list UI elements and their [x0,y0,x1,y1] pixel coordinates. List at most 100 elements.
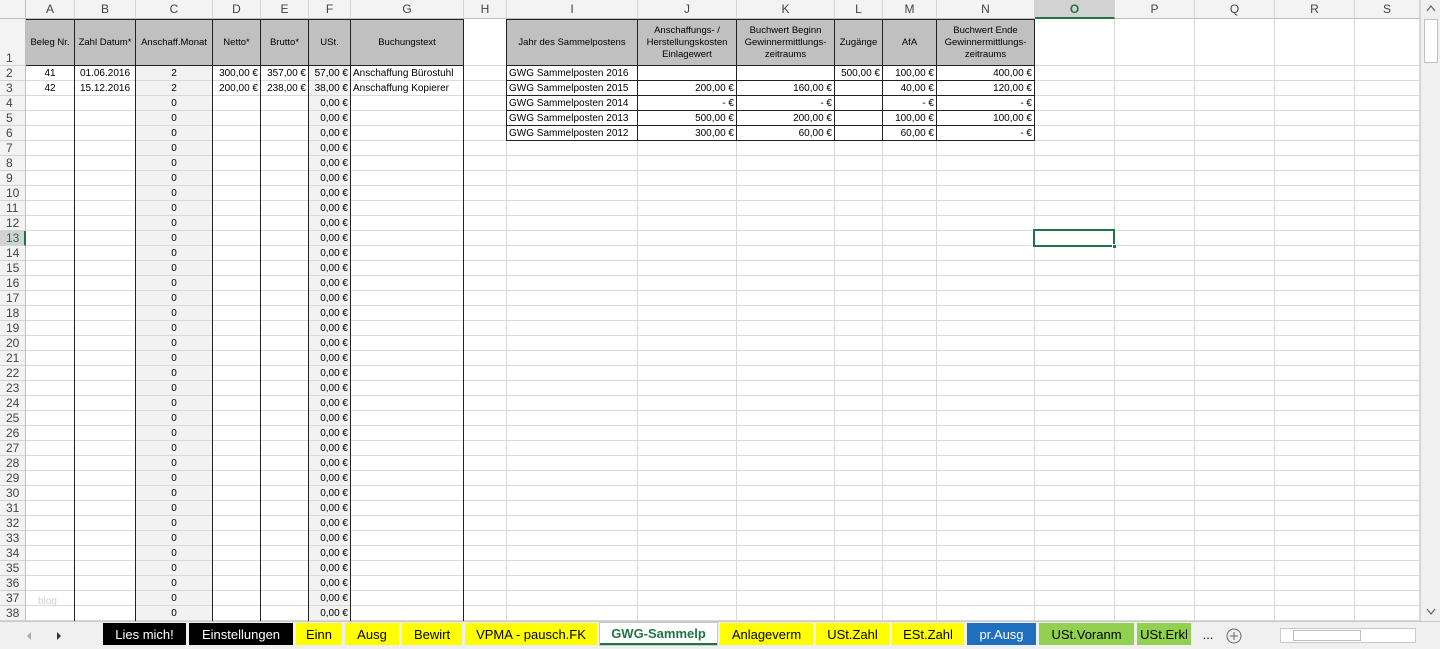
row-header[interactable]: 6 [0,126,26,141]
row-header[interactable]: 8 [0,156,26,171]
row-header[interactable]: 17 [0,291,26,306]
column-header[interactable]: R [1275,0,1355,19]
grid-line [26,155,1420,156]
row-header[interactable]: 26 [0,426,26,441]
row-header[interactable]: 18 [0,306,26,321]
row-header[interactable]: 25 [0,411,26,426]
grid-line [26,605,1420,606]
table-header: USt. [320,36,339,48]
row-header[interactable]: 36 [0,576,26,591]
column-header[interactable]: J [638,0,737,19]
sheet-tab[interactable]: USt.Zahl [816,623,889,645]
column-header[interactable]: S [1355,0,1420,19]
row-header[interactable]: 13 [0,231,26,246]
active-cell[interactable] [1033,229,1115,247]
row-header[interactable]: 4 [0,96,26,111]
cell: GWG Sammelposten 2013 [509,113,629,124]
table-header: Netto* [223,36,250,48]
scroll-thumb[interactable] [1424,19,1438,63]
column-header[interactable]: Q [1195,0,1275,19]
row-header[interactable]: 27 [0,441,26,456]
row-header[interactable]: 2 [0,66,26,81]
row-header[interactable]: 31 [0,501,26,516]
row-header[interactable]: 9 [0,171,26,186]
row-header[interactable]: 29 [0,471,26,486]
row-header[interactable]: 34 [0,546,26,561]
scroll-thumb[interactable] [1293,630,1361,641]
table-border [506,19,507,141]
sheet-tab[interactable]: pr.Ausg [967,623,1036,645]
column-header[interactable]: P [1115,0,1195,19]
row-header[interactable]: 38 [0,606,26,621]
cell: GWG Sammelposten 2012 [509,128,629,139]
sheet-tab[interactable]: GWG-Sammelp [600,623,717,645]
row-header[interactable]: 10 [0,186,26,201]
column-header[interactable]: I [507,0,638,19]
cell: 0 [171,548,177,559]
sheet-tab[interactable]: USt.Erkl [1137,623,1191,645]
tab-prev-arrow[interactable] [25,631,33,641]
column-header[interactable]: M [883,0,937,19]
column-header[interactable]: O [1035,0,1115,19]
horizontal-scrollbar[interactable] [1280,628,1416,643]
sheet-tab[interactable]: ESt.Zahl [892,623,964,645]
sheet-tab[interactable]: VPMA - pausch.FK [465,623,597,645]
cell: 0,00 € [320,233,348,244]
row-header[interactable]: 7 [0,141,26,156]
row-header[interactable]: 1 [0,19,26,66]
cell: 0 [171,308,177,319]
more-tabs[interactable]: ... [1202,626,1214,642]
row-header[interactable]: 12 [0,216,26,231]
row-header[interactable]: 14 [0,246,26,261]
column-header[interactable]: B [75,0,136,19]
row-header[interactable]: 16 [0,276,26,291]
sheet-tab[interactable]: Lies mich! [103,623,186,645]
sheet-tab[interactable]: Ausg [345,623,399,645]
row-header[interactable]: 15 [0,261,26,276]
grid-line [26,245,1420,246]
row-header[interactable]: 33 [0,531,26,546]
row-header[interactable]: 21 [0,351,26,366]
column-header[interactable]: H [464,0,507,19]
row-header[interactable]: 11 [0,201,26,216]
cell: 0 [171,338,177,349]
column-header[interactable]: F [309,0,351,19]
scroll-up-arrow[interactable] [1426,4,1436,12]
sheet-tab[interactable]: Einstellungen [189,623,293,645]
column-header[interactable]: N [937,0,1035,19]
row-header[interactable]: 23 [0,381,26,396]
sheet-tab[interactable]: USt.Voranm [1039,623,1134,645]
column-header[interactable]: L [835,0,883,19]
sheet-tab[interactable]: Einn [296,623,342,645]
column-header[interactable]: D [213,0,261,19]
column-header[interactable]: K [737,0,835,19]
row-header[interactable]: 30 [0,486,26,501]
row-header[interactable]: 37 [0,591,26,606]
row-header[interactable]: 3 [0,81,26,96]
row-header[interactable]: 19 [0,321,26,336]
row-header[interactable]: 24 [0,396,26,411]
cell: - € [722,98,734,109]
sheet-tab[interactable]: Bewirt [402,623,462,645]
row-header[interactable]: 5 [0,111,26,126]
column-header[interactable]: C [136,0,213,19]
fill-handle[interactable] [1112,244,1117,249]
grid-line [26,410,1420,411]
grid-line [26,590,1420,591]
column-header[interactable]: G [351,0,464,19]
row-header[interactable]: 28 [0,456,26,471]
tab-next-arrow[interactable] [55,631,63,641]
column-header[interactable]: E [261,0,309,19]
row-header[interactable]: 32 [0,516,26,531]
scroll-down-arrow[interactable] [1426,608,1436,616]
column-header[interactable]: A [26,0,75,19]
table-border [507,80,1035,81]
vertical-scrollbar[interactable] [1420,0,1440,621]
sheet-tab[interactable]: Anlageverm [720,623,813,645]
row-header[interactable]: 35 [0,561,26,576]
row-header[interactable]: 20 [0,336,26,351]
cell: 120,00 € [993,83,1032,94]
add-sheet-button[interactable] [1225,627,1243,645]
cell: 0,00 € [320,143,348,154]
row-header[interactable]: 22 [0,366,26,381]
